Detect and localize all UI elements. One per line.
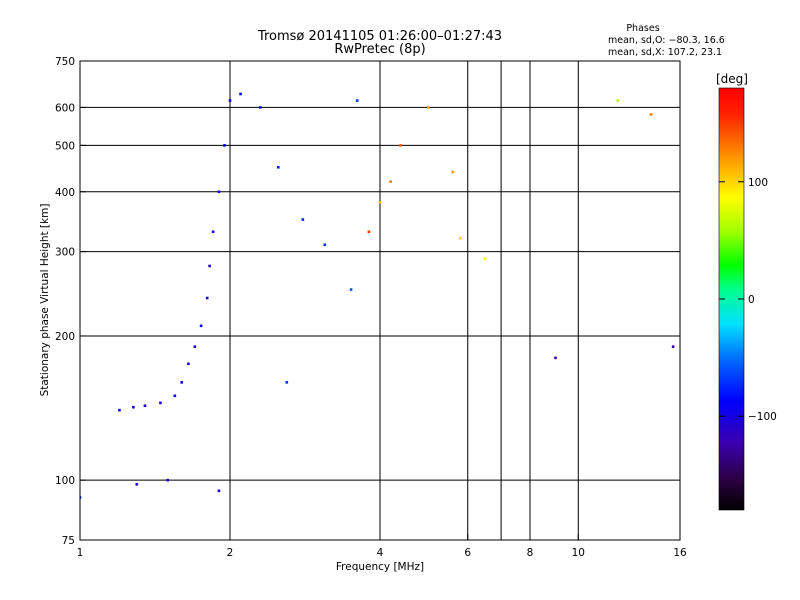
chart-title: Tromsø 20141105 01:26:00–01:27:43: [257, 29, 502, 44]
y-tick-label: 75: [62, 535, 75, 547]
chart-subtitle: RwPretec (8p): [334, 42, 425, 57]
scatter-point: [616, 99, 620, 102]
legend-line-o: mean, sd,O: −80.3, 16.6: [608, 35, 725, 46]
x-tick-label: 16: [673, 547, 687, 559]
colorbar-tick-label: 100: [748, 177, 768, 189]
scatter-point: [80, 496, 82, 499]
scatter-point: [349, 288, 353, 291]
x-tick-label: 10: [572, 547, 585, 559]
y-tick-label: 750: [55, 56, 75, 68]
scatter-point: [649, 113, 653, 116]
y-tick-label: 100: [55, 475, 75, 487]
y-tick-label: 600: [55, 102, 75, 114]
scatter-point: [205, 296, 209, 300]
y-tick-label: 300: [55, 247, 75, 259]
scatter-points: [80, 92, 675, 499]
scatter-point: [217, 190, 221, 194]
scatter-point: [143, 404, 147, 408]
scatter-point: [228, 99, 232, 102]
colorbar-label: [deg]: [716, 72, 748, 86]
y-tick-label: 400: [55, 187, 75, 199]
scatter-point: [399, 144, 402, 147]
scatter-point: [135, 483, 139, 486]
scatter-point: [166, 478, 170, 482]
scatter-point: [211, 230, 215, 234]
x-tick-label: 4: [377, 547, 384, 559]
x-tick-label: 6: [464, 547, 471, 559]
scatter-point: [118, 408, 121, 412]
y-axis-label: Stationary phase Virtual Height [km]: [39, 204, 51, 397]
scatter-point: [159, 401, 162, 405]
scatter-point: [355, 99, 359, 102]
scatter-point: [199, 324, 203, 328]
scatter-point: [451, 170, 455, 174]
legend-line-x: mean, sd,X: 107.2, 23.1: [608, 47, 722, 58]
legend-title: Phases: [626, 23, 659, 34]
y-tick-label: 500: [55, 140, 75, 152]
grid-lines: [80, 61, 680, 540]
scatter-point: [554, 356, 557, 360]
scatter-point: [193, 345, 197, 348]
colorbar-ticks: 100 0 −100: [719, 177, 777, 423]
scatter-point: [389, 180, 392, 183]
scatter-point: [276, 165, 280, 169]
colorbar-tick-label: 0: [748, 294, 755, 306]
x-tick-label: 1: [77, 547, 84, 559]
scatter-point: [301, 218, 305, 221]
scatter-point: [671, 345, 675, 348]
scatter-point: [132, 405, 135, 409]
x-ticks: 1 2 4 6 8 10 16: [77, 534, 687, 559]
scatter-point: [187, 362, 190, 366]
scatter-point: [217, 489, 221, 493]
y-tick-label: 200: [55, 331, 75, 343]
colorbar-tick-label: −100: [748, 411, 777, 423]
scatter-point: [323, 243, 327, 247]
y-ticks: 75 100 200 300 400 500 600 750: [55, 56, 86, 547]
scatter-point: [208, 264, 211, 268]
scatter-point: [426, 106, 430, 109]
scatter-point: [483, 257, 487, 260]
scatter-point: [173, 394, 177, 398]
x-tick-label: 8: [527, 547, 534, 559]
scatter-point: [223, 144, 226, 147]
scatter-point: [459, 236, 462, 240]
scatter-point: [378, 201, 382, 204]
scatter-point: [239, 92, 242, 96]
scatter-point: [285, 381, 289, 384]
scatter-point: [367, 230, 371, 234]
scatter-point: [258, 106, 262, 109]
x-axis-label: Frequency [MHz]: [336, 561, 424, 573]
x-tick-label: 2: [227, 547, 234, 559]
scatter-point: [180, 381, 184, 384]
